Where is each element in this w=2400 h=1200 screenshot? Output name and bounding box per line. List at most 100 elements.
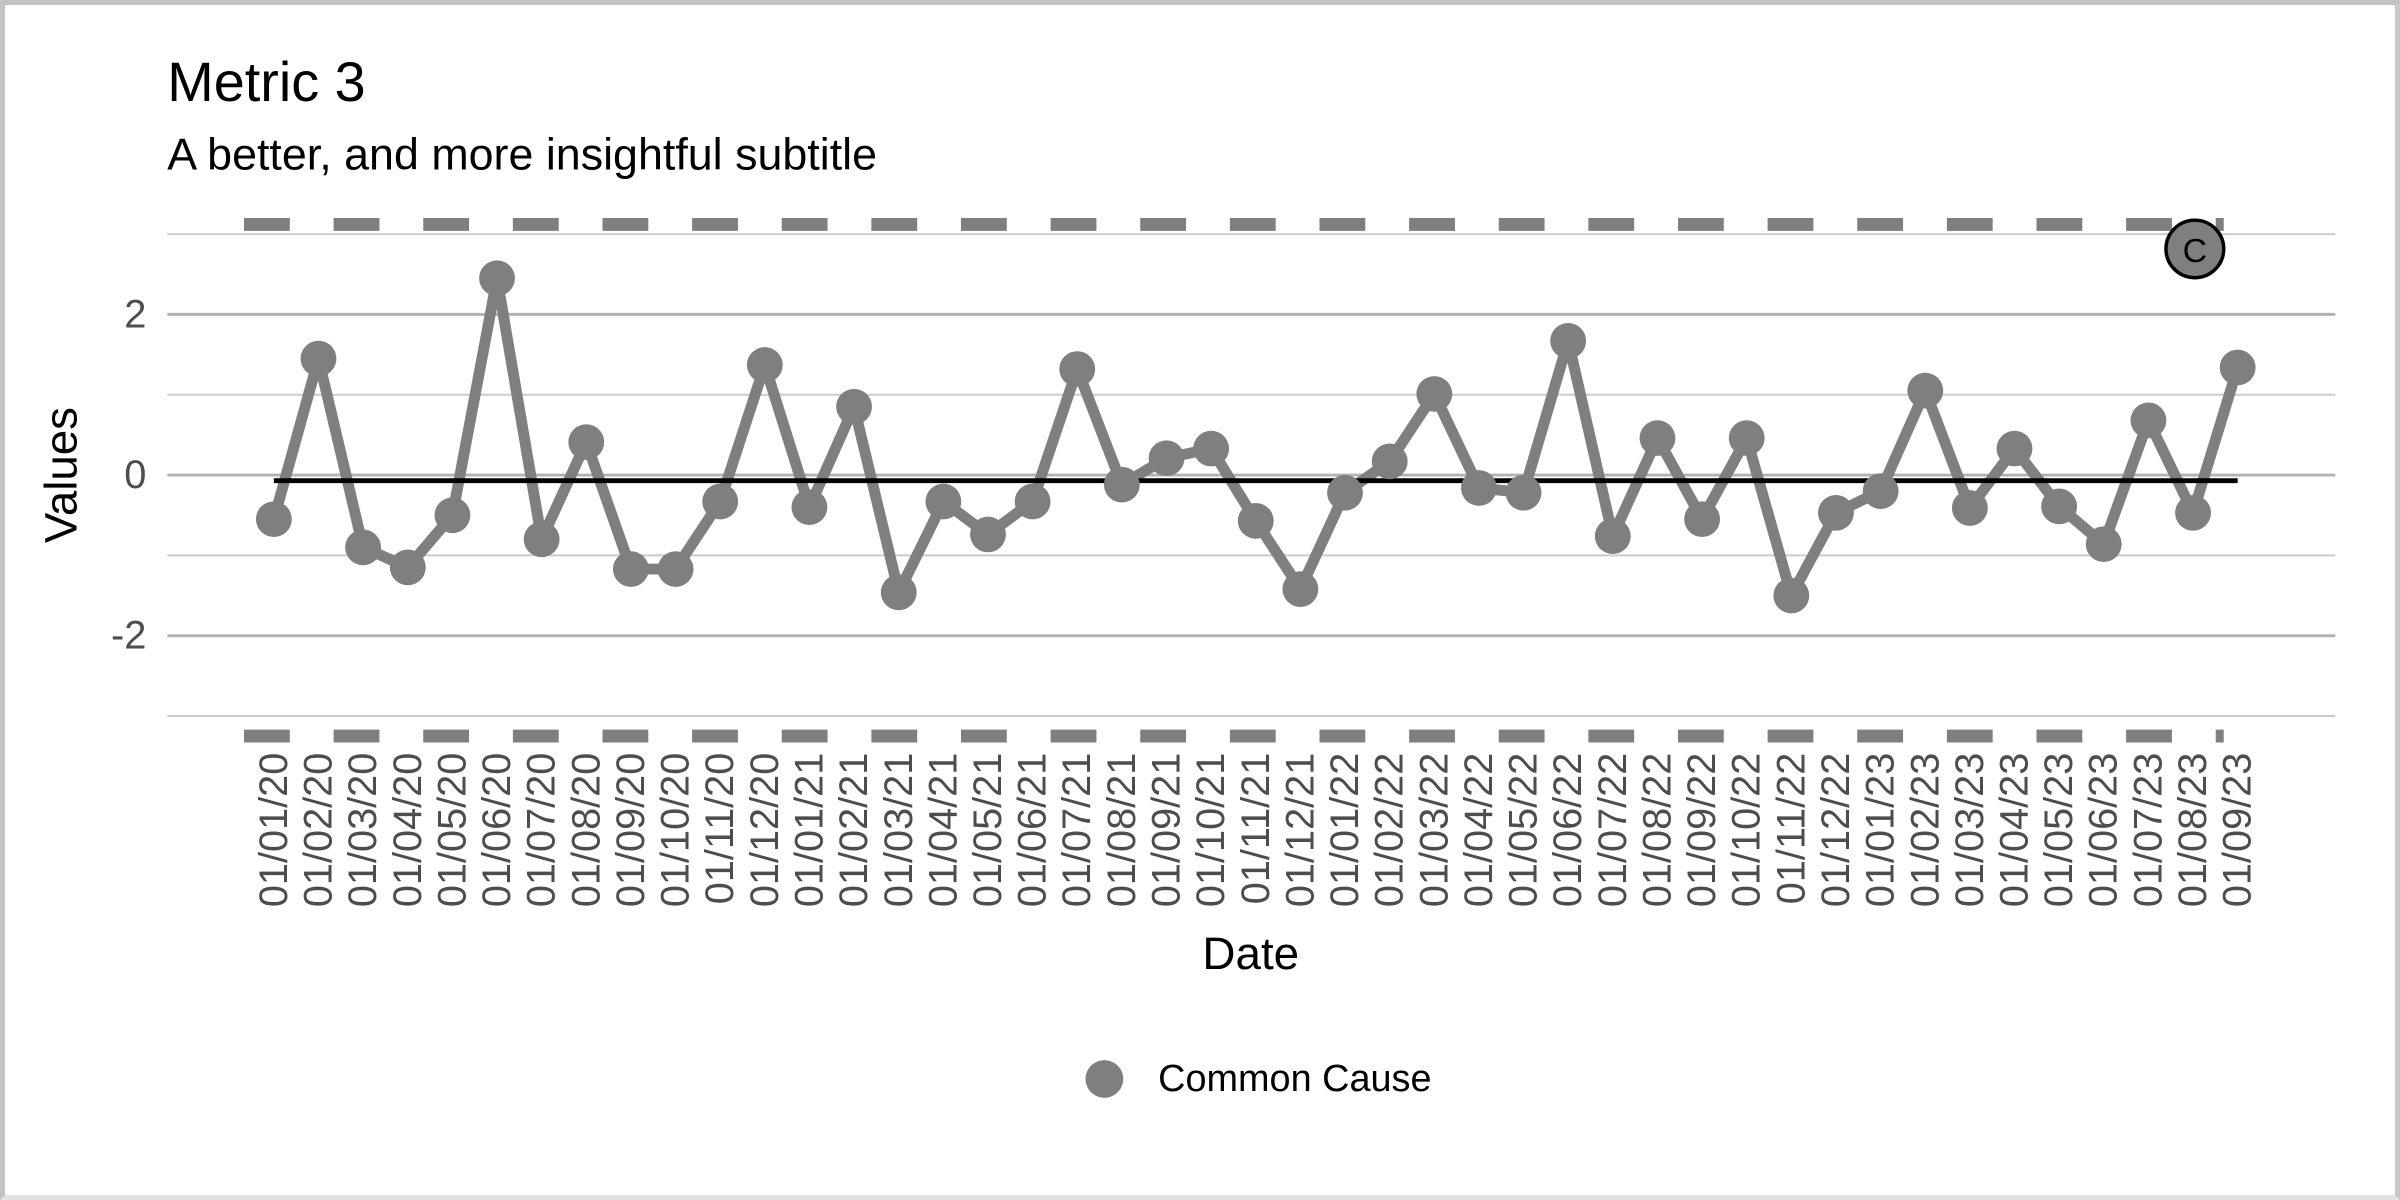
data-point bbox=[612, 551, 649, 587]
data-point bbox=[1594, 518, 1631, 554]
x-tick-label: 01/12/20 bbox=[743, 753, 787, 907]
x-tick-label: 01/09/22 bbox=[1680, 753, 1724, 907]
x-tick-label: 01/04/22 bbox=[1457, 753, 1501, 907]
x-tick-label: 01/02/21 bbox=[832, 753, 876, 907]
x-tick-label: 01/05/20 bbox=[430, 753, 474, 907]
data-point bbox=[1059, 351, 1096, 387]
x-tick-label: 01/02/20 bbox=[296, 753, 340, 907]
data-point bbox=[389, 549, 426, 586]
series-line bbox=[268, 272, 2243, 601]
x-axis-title: Date bbox=[1202, 928, 1299, 979]
x-tick-label: 01/05/22 bbox=[1502, 753, 1546, 907]
data-point bbox=[2175, 494, 2211, 531]
x-tick-label: 01/10/20 bbox=[654, 753, 698, 907]
x-tick-label: 01/09/20 bbox=[609, 753, 653, 907]
data-point bbox=[1550, 323, 1587, 359]
data-point bbox=[1728, 420, 1765, 456]
x-tick-label: 01/02/23 bbox=[1903, 753, 1947, 907]
x-tick-label: 01/06/23 bbox=[2082, 753, 2126, 907]
data-point bbox=[1996, 430, 2033, 467]
data-point bbox=[1014, 483, 1051, 520]
x-tick-label: 01/09/23 bbox=[2216, 753, 2260, 907]
data-point bbox=[1639, 420, 1676, 456]
data-point bbox=[2041, 488, 2078, 525]
data-point bbox=[925, 483, 962, 520]
data-point bbox=[1461, 470, 1497, 506]
x-tick-label: 01/01/21 bbox=[787, 753, 831, 907]
legend-marker-circle bbox=[1085, 1060, 1124, 1098]
data-point bbox=[1237, 503, 1274, 539]
x-tick-label: 01/11/21 bbox=[1234, 753, 1278, 904]
data-point bbox=[568, 424, 605, 460]
data-point bbox=[1327, 474, 1363, 511]
y-axis-tick-labels: 2 0 -2 bbox=[111, 292, 146, 657]
legend: Common Cause bbox=[1085, 1058, 1431, 1100]
x-tick-label: 01/08/23 bbox=[2171, 753, 2215, 907]
x-tick-label: 01/04/20 bbox=[386, 753, 430, 907]
data-point bbox=[479, 260, 515, 297]
data-point bbox=[657, 551, 694, 587]
data-point bbox=[746, 347, 783, 383]
annotation-badge: C bbox=[2164, 218, 2226, 280]
x-tick-label: 01/07/22 bbox=[1591, 753, 1635, 907]
x-tick-label: 01/12/22 bbox=[1814, 753, 1858, 907]
data-point bbox=[791, 489, 828, 526]
data-point bbox=[836, 388, 872, 425]
y-tick-label: 2 bbox=[124, 292, 146, 336]
data-point bbox=[1818, 494, 1854, 531]
chart-title: Metric 3 bbox=[167, 51, 365, 113]
x-tick-label: 01/04/23 bbox=[1992, 753, 2036, 907]
x-tick-label: 01/10/22 bbox=[1725, 753, 1769, 907]
data-point bbox=[1103, 466, 1140, 503]
x-tick-label: 01/05/21 bbox=[966, 753, 1010, 907]
x-tick-label: 01/06/22 bbox=[1546, 753, 1590, 907]
data-point bbox=[1862, 473, 1899, 509]
data-point bbox=[1951, 490, 1988, 526]
data-point bbox=[1684, 501, 1721, 538]
y-tick-label: -2 bbox=[111, 614, 146, 658]
x-tick-label: 01/08/22 bbox=[1635, 753, 1679, 907]
x-tick-label: 01/03/22 bbox=[1412, 753, 1456, 907]
series-line-layer bbox=[268, 272, 2243, 601]
x-tick-label: 01/03/21 bbox=[877, 753, 921, 907]
data-point bbox=[1907, 372, 1944, 409]
data-point bbox=[1505, 474, 1542, 511]
annotation-badge-circle bbox=[2164, 218, 2226, 280]
data-point bbox=[2085, 526, 2122, 563]
data-point bbox=[970, 516, 1006, 553]
x-tick-label: 01/05/23 bbox=[2037, 753, 2081, 907]
series-points-layer bbox=[255, 260, 2256, 614]
x-tick-label: 01/03/23 bbox=[1948, 753, 1992, 907]
data-point bbox=[1416, 376, 1453, 412]
control-chart: Metric 3 A better, and more insightful s… bbox=[36, 51, 2336, 1100]
x-tick-label: 01/08/21 bbox=[1100, 753, 1144, 907]
x-tick-label: 01/04/21 bbox=[921, 753, 965, 907]
x-tick-label: 01/11/20 bbox=[698, 753, 742, 904]
data-point bbox=[1371, 443, 1408, 480]
data-point bbox=[300, 340, 337, 377]
y-axis-title: Values bbox=[36, 407, 87, 543]
x-tick-label: 01/07/20 bbox=[520, 753, 564, 907]
x-tick-label: 01/07/23 bbox=[2126, 753, 2170, 907]
x-tick-label: 01/01/22 bbox=[1323, 753, 1367, 907]
x-tick-label: 01/11/22 bbox=[1769, 753, 1813, 904]
data-point bbox=[702, 483, 739, 520]
data-point bbox=[2219, 349, 2256, 386]
data-point bbox=[880, 574, 917, 611]
chart-subtitle: A better, and more insightful subtitle bbox=[167, 131, 877, 180]
x-tick-label: 01/10/21 bbox=[1189, 753, 1233, 907]
data-point bbox=[2130, 402, 2167, 439]
x-tick-label: 01/06/21 bbox=[1011, 753, 1055, 907]
x-tick-label: 01/08/20 bbox=[564, 753, 608, 907]
x-tick-label: 01/12/21 bbox=[1278, 753, 1322, 907]
data-point bbox=[1193, 430, 1230, 467]
x-tick-label: 01/01/20 bbox=[252, 753, 296, 907]
data-point bbox=[1773, 577, 1810, 614]
x-axis-tick-labels: 01/01/20 01/02/20 01/03/20 01/04/20 01/05/20… bbox=[252, 753, 2260, 907]
y-tick-label: 0 bbox=[124, 453, 146, 497]
data-point bbox=[523, 521, 560, 558]
data-point bbox=[1148, 440, 1185, 477]
x-tick-label: 01/03/20 bbox=[341, 753, 385, 907]
annotation-badge-letter: C bbox=[2183, 232, 2207, 270]
data-point bbox=[434, 497, 471, 534]
